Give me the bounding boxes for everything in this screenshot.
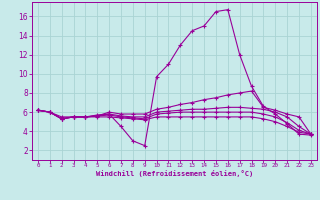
X-axis label: Windchill (Refroidissement éolien,°C): Windchill (Refroidissement éolien,°C) xyxy=(96,170,253,177)
